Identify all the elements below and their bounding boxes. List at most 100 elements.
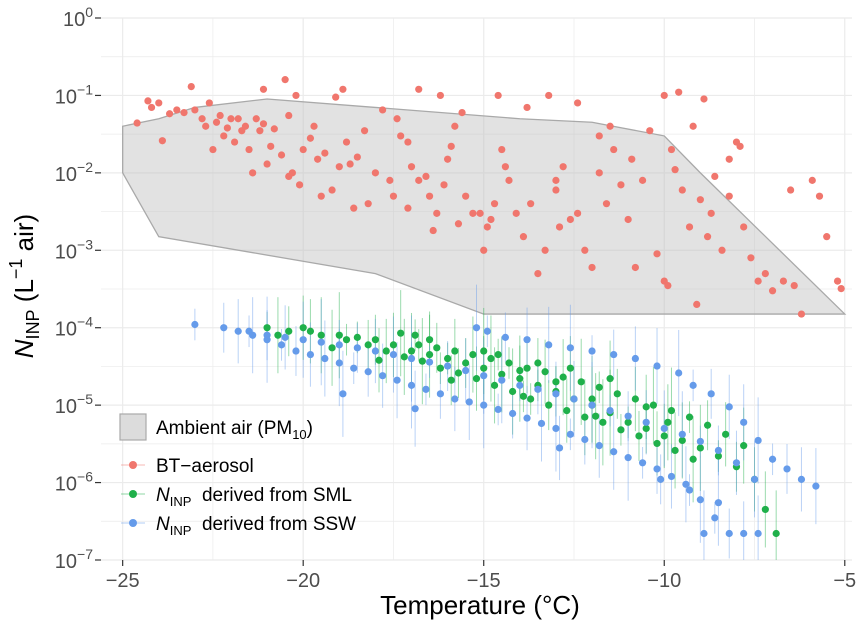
point-sml (371, 336, 380, 344)
point-sml (454, 369, 463, 377)
point-sml (415, 341, 423, 349)
point-bt (833, 277, 842, 285)
point-bt (335, 163, 343, 171)
point-ssw (465, 398, 473, 406)
point-bt (707, 209, 715, 217)
point-ssw (783, 465, 791, 473)
point-sml (462, 359, 470, 367)
point-bt (512, 209, 520, 217)
point-sml (447, 376, 455, 384)
legend-marker-sml (129, 490, 137, 498)
point-ssw (707, 390, 715, 398)
point-bt (646, 127, 654, 135)
point-sml (263, 324, 271, 332)
point-ssw (422, 385, 430, 393)
point-bt (346, 160, 354, 168)
point-bt (689, 122, 697, 130)
point-sml (469, 350, 477, 359)
point-sml (592, 412, 600, 420)
point-ssw (321, 354, 329, 363)
point-bt (187, 83, 195, 91)
point-bt (573, 99, 582, 107)
point-sml (696, 444, 704, 452)
point-sml (613, 390, 621, 398)
legend-label-ssw: NINP derived from SSW (156, 514, 356, 538)
point-sml (552, 378, 560, 386)
point-bt (440, 181, 448, 189)
point-bt (252, 115, 260, 123)
point-sml (306, 327, 315, 335)
point-sml (722, 430, 730, 438)
point-ssw (740, 529, 748, 538)
point-ssw (523, 414, 531, 422)
point-bt (498, 145, 506, 154)
point-bt (483, 223, 491, 231)
point-ssw (689, 381, 697, 389)
point-bt (404, 138, 412, 146)
point-bt (487, 215, 495, 224)
point-ssw (740, 418, 748, 426)
point-ssw (483, 327, 491, 335)
point-sml (516, 366, 524, 375)
point-ssw (696, 496, 704, 504)
point-bt (711, 172, 719, 181)
point-bt (725, 155, 733, 163)
point-ssw (371, 347, 380, 355)
ambient-band (122, 98, 847, 315)
point-sml (342, 336, 351, 344)
point-sml (400, 353, 408, 361)
point-ssw (754, 529, 762, 538)
point-ssw (552, 424, 560, 433)
point-bt (573, 209, 582, 217)
point-sml (425, 336, 434, 344)
point-sml (509, 387, 517, 396)
point-ssw (353, 344, 361, 352)
point-sml (480, 347, 488, 355)
point-bt (667, 145, 676, 154)
point-sml (577, 378, 585, 386)
point-sml (740, 442, 748, 450)
point-ssw (653, 362, 661, 370)
point-bt (386, 176, 394, 184)
point-ssw (700, 529, 708, 538)
legend-label-bt: BT−aerosol (156, 456, 254, 477)
point-bt (364, 200, 372, 208)
point-ssw (754, 436, 762, 445)
point-bt (462, 192, 470, 200)
point-bt (555, 223, 564, 231)
point-ssw (570, 395, 578, 403)
x-tick-label: −20 (286, 570, 320, 592)
point-bt (429, 226, 437, 235)
point-bt (288, 169, 296, 177)
point-ssw (714, 499, 723, 507)
y-tick-label: 10−4 (55, 314, 93, 341)
x-axis-title: Temperature (°C) (380, 590, 580, 620)
y-axis-title: NINP (L−1 air) (6, 214, 43, 358)
point-bt (787, 186, 795, 194)
point-bt (281, 76, 289, 84)
point-bt (628, 155, 636, 163)
point-ssw (732, 459, 741, 467)
point-sml (498, 370, 506, 378)
point-sml (472, 375, 481, 383)
y-tick-label: 100 (63, 4, 93, 31)
point-bt (415, 176, 423, 184)
point-bt (332, 93, 340, 101)
point-sml (418, 357, 426, 365)
y-tick-labels: 100 10−1 10−2 10−3 10−4 10−5 10−6 10−7 (55, 4, 93, 573)
point-ssw (606, 407, 614, 415)
point-sml (617, 426, 625, 434)
point-ssw (534, 385, 542, 393)
x-tick-labels: −25 −20 −15 −10 −5 (106, 570, 856, 592)
point-bt (700, 95, 708, 103)
legend-label-ambient: Ambient air (PM10) (156, 418, 313, 442)
point-sml (664, 418, 672, 426)
point-bt (693, 300, 701, 309)
point-sml (588, 395, 596, 403)
point-bt (534, 269, 542, 278)
point-sml (642, 424, 650, 433)
point-ssw (566, 344, 574, 352)
point-bt (469, 209, 477, 217)
point-bt (671, 166, 679, 174)
point-sml (635, 432, 643, 440)
